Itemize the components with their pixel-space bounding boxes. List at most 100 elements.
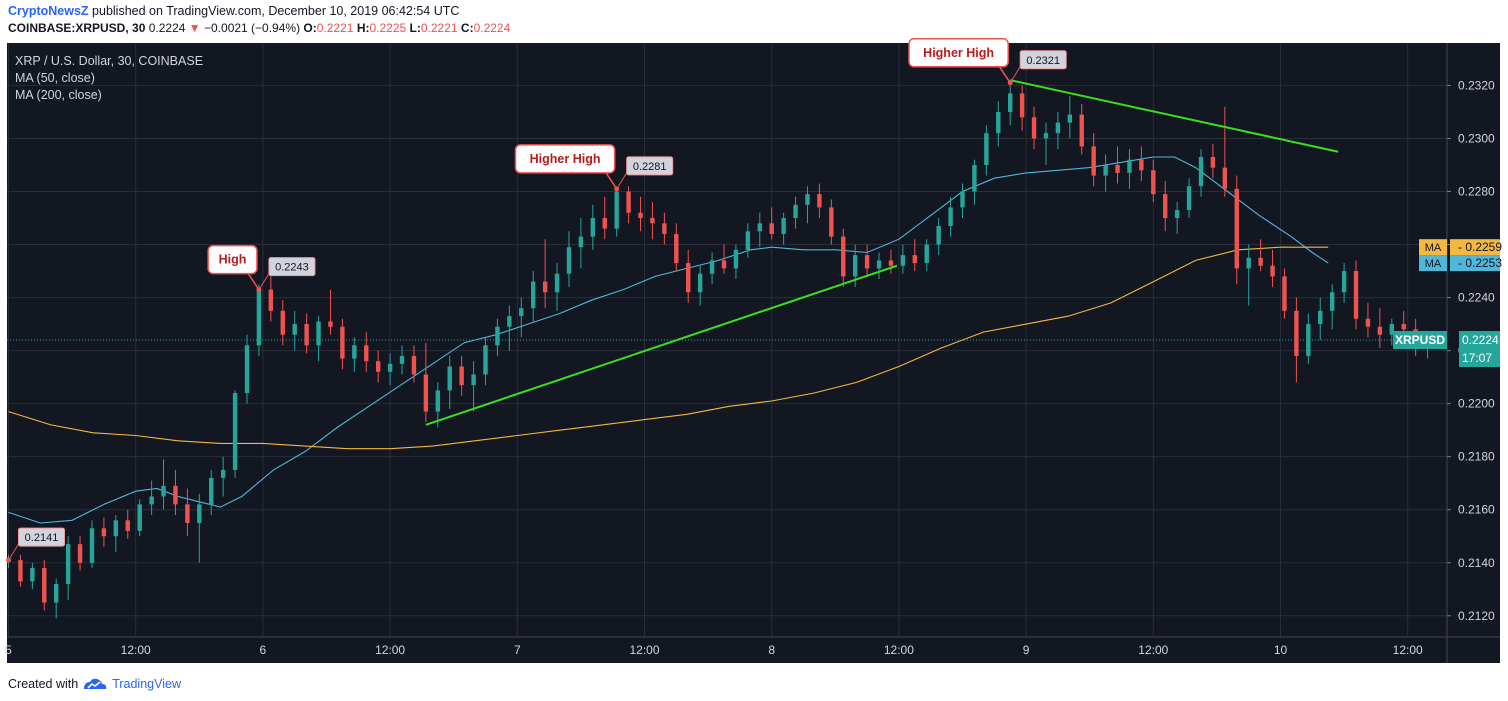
callout-box — [908, 38, 1009, 68]
candle-body — [769, 223, 774, 234]
candle-body — [1079, 114, 1084, 147]
price-tag-label: 0.2281 — [633, 161, 667, 173]
candle-body — [757, 223, 762, 232]
candle-body — [841, 236, 846, 277]
candle-body — [304, 324, 309, 346]
candle-body — [197, 504, 202, 523]
callout-pointer — [997, 64, 1011, 84]
open-value: 0.2221 — [316, 21, 354, 35]
candle-body — [554, 273, 560, 293]
y-tick-label: 0.2300 — [1458, 131, 1495, 145]
candle-body — [864, 255, 870, 269]
candle-body — [328, 321, 333, 327]
price-tag-box — [18, 527, 65, 547]
legend-ma50: MA (50, close) — [15, 71, 95, 85]
candle-body — [161, 485, 166, 497]
candle-body — [1139, 159, 1144, 171]
candle-body — [531, 281, 536, 309]
candle-body — [924, 244, 929, 264]
candle-body — [674, 233, 679, 264]
candle-body — [1329, 292, 1335, 311]
price-tag-box — [1019, 50, 1067, 70]
candle-body — [614, 191, 619, 229]
price-tag-label: 0.2141 — [25, 532, 59, 544]
candle-body — [996, 111, 1001, 134]
footer: Created with TradingView — [8, 677, 181, 691]
resistance-trendline — [1009, 79, 1339, 153]
candle-body — [1103, 164, 1108, 176]
candle-body — [793, 204, 798, 219]
y-tick-label: 0.2280 — [1458, 185, 1495, 199]
price-tag-box — [626, 156, 674, 176]
published-text: published on TradingView.com, December 1… — [88, 4, 460, 18]
chart-title: XRP / U.S. Dollar, 30, COINBASE — [15, 54, 203, 68]
ma-tag-label: MA — [1425, 258, 1442, 270]
price-tag-box — [268, 257, 316, 277]
price-tag-pointer — [1009, 66, 1021, 84]
candle-body — [1270, 265, 1275, 277]
callout-box — [514, 144, 616, 174]
candle-body — [638, 212, 643, 219]
last-price-tag-label: 0.2224 — [1462, 333, 1499, 347]
candle-body — [829, 207, 834, 237]
x-tick-label: 12:00 — [375, 643, 405, 657]
symbol-info: COINBASE:XRPUSD, 30 0.2224 ▼ −0.0021 (−0… — [8, 21, 510, 35]
candle-body — [1353, 271, 1359, 319]
candle-body — [1306, 324, 1311, 356]
publish-info: CryptoNewsZ published on TradingView.com… — [8, 4, 459, 18]
candle-body — [1067, 114, 1073, 123]
candle-body — [900, 255, 906, 266]
candle-body — [232, 393, 238, 470]
candle-body — [626, 191, 631, 213]
candle-body — [101, 528, 107, 537]
x-tick-label: 12:00 — [629, 643, 659, 657]
price-tag-pointer — [616, 172, 628, 190]
candle-body — [1341, 271, 1347, 293]
callout-pointer — [246, 271, 260, 291]
candle-body — [1294, 310, 1299, 356]
price-tag-pointer — [8, 543, 19, 561]
candle-body — [411, 355, 417, 375]
ma-value-tag — [1450, 255, 1500, 272]
candle-body — [268, 289, 274, 311]
tradingview-link[interactable]: TradingView — [112, 677, 181, 691]
countdown-label: 17:07 — [1462, 351, 1492, 365]
last-price: 0.2224 — [148, 21, 186, 35]
candle-body — [912, 255, 917, 264]
candle-body — [1210, 157, 1216, 168]
candle-body — [817, 194, 822, 208]
y-tick-label: 0.2240 — [1458, 291, 1495, 305]
candle-body — [984, 133, 989, 165]
candle-body — [209, 477, 214, 505]
candle-body — [936, 225, 941, 245]
candle-body — [42, 568, 47, 603]
x-tick-label: 5 — [5, 643, 12, 657]
candle-body — [1019, 93, 1025, 118]
candle-body — [1163, 194, 1168, 219]
brand-link[interactable]: CryptoNewsZ — [8, 4, 89, 18]
candle-body — [1043, 133, 1049, 139]
candle-body — [1246, 257, 1251, 269]
candle-body — [447, 366, 452, 391]
candle-body — [292, 324, 297, 335]
candle-body — [18, 560, 23, 582]
candle-body — [805, 194, 810, 205]
candle-body — [1186, 186, 1192, 211]
y-tick-label: 0.2140 — [1458, 556, 1495, 570]
candle-body — [1318, 310, 1323, 325]
price-tag-label: 0.2321 — [1026, 55, 1060, 67]
candle-body — [1282, 276, 1287, 311]
support-trendline — [425, 264, 898, 426]
ma-value-tag — [1450, 239, 1500, 256]
last-price-tag — [1459, 331, 1500, 367]
candle-body — [1115, 164, 1120, 173]
x-tick-label: 12:00 — [1393, 643, 1423, 657]
candle-body — [578, 236, 584, 248]
low-label: L: — [409, 21, 421, 35]
x-tick-label: 12:00 — [884, 643, 914, 657]
candle-body — [852, 255, 858, 277]
close-label: C: — [460, 21, 474, 35]
candle-body — [1151, 170, 1156, 195]
ma-value-label: - 0.2253 — [1458, 256, 1502, 270]
